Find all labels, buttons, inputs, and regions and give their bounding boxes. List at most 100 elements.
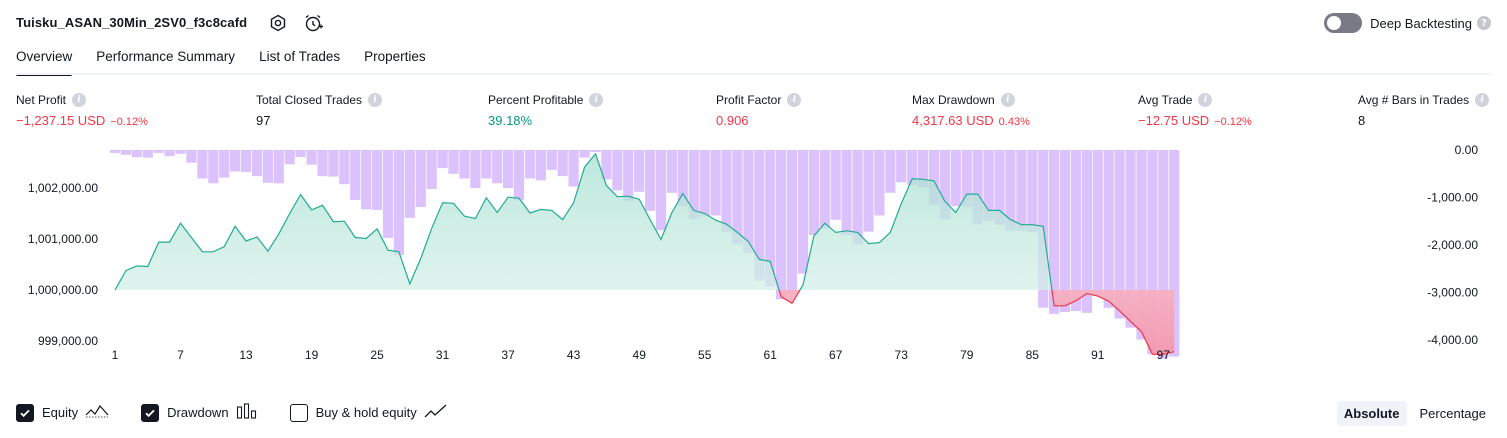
info-icon[interactable]: i	[1198, 93, 1213, 107]
report-tabs: Overview Performance Summary List of Tra…	[16, 46, 450, 76]
trade-tick-label: 79	[960, 348, 974, 362]
drawdown-bar	[579, 150, 590, 158]
trade-tick-label: 19	[305, 348, 319, 362]
checkbox-checked-icon[interactable]	[16, 403, 34, 422]
drawdown-bar	[841, 150, 852, 235]
drawdown-bar	[1103, 150, 1114, 308]
drawdown-bar	[251, 150, 263, 177]
equity-tick-label: 1,000,000.00	[28, 283, 98, 297]
stat-label: Total Closed Trades	[256, 93, 363, 107]
trend-line-icon	[424, 403, 448, 422]
info-icon[interactable]: i	[1475, 93, 1490, 107]
drawdown-bar	[382, 150, 394, 238]
drawdown-bar	[524, 150, 536, 179]
trade-tick-label: 13	[239, 348, 253, 362]
drawdown-bar	[470, 150, 481, 188]
info-icon[interactable]: i	[787, 93, 802, 107]
stat-net-profit: Net Profit i −1,237.15 USD −0.12%	[16, 93, 148, 128]
stat-percent: 0.43%	[998, 116, 1030, 128]
drawdown-bar	[513, 150, 525, 201]
equity-loss-area	[115, 290, 1175, 355]
stat-value: −12.75 USD	[1138, 113, 1210, 128]
tab-list-of-trades[interactable]: List of Trades	[259, 49, 341, 64]
stat-percent: −0.12%	[110, 116, 148, 128]
trade-tick-label: 85	[1026, 348, 1040, 362]
drawdown-bar	[361, 150, 372, 210]
drawdown-bar	[481, 150, 492, 179]
tab-overview[interactable]: Overview	[16, 46, 73, 76]
toggle-knob	[1327, 16, 1342, 30]
equity-axis: 1,002,000.00 1,001,000.00 1,000,000.00 999,…	[28, 181, 98, 348]
stat-label: Avg # Bars in Trades	[1358, 93, 1470, 107]
drawdown-bar	[557, 150, 568, 177]
drawdown-bar	[186, 150, 197, 163]
drawdown-bar	[240, 150, 252, 172]
deep-backtesting-toggle[interactable]	[1324, 13, 1363, 33]
help-icon[interactable]: ?	[1477, 16, 1491, 30]
drawdown-bar	[590, 150, 601, 152]
checkbox-checked-icon[interactable]	[141, 403, 160, 422]
drawdown-axis: 0.00 -1,000.00 -2,000.00 -3,000.00 -4,000.00	[1427, 143, 1478, 347]
drawdown-bar	[819, 150, 830, 229]
equity-tick-label: 1,001,000.00	[28, 232, 98, 246]
equity-drawdown-chart[interactable]: 1,002,000.00 1,001,000.00 1,000,000.00 999,…	[0, 140, 1507, 372]
tab-properties[interactable]: Properties	[364, 49, 426, 64]
drawdown-bar	[284, 150, 295, 165]
legend-buy-hold-equity[interactable]: Buy & hold equity	[289, 403, 448, 422]
drawdown-bar	[1136, 150, 1147, 340]
absolute-button[interactable]: Absolute	[1336, 401, 1407, 426]
drawdown-bar	[404, 150, 415, 218]
drawdown-bar	[699, 150, 710, 217]
info-icon[interactable]: i	[1000, 93, 1015, 107]
trade-tick-label: 49	[633, 348, 647, 362]
drawdown-bar	[568, 150, 579, 187]
drawdown-bar	[262, 150, 273, 183]
drawdown-bar	[808, 150, 819, 235]
drawdown-bar	[350, 150, 361, 200]
drawdown-bar	[328, 150, 339, 177]
stat-value: 0.906	[716, 113, 749, 128]
drawdown-bar	[1059, 150, 1071, 312]
stat-label: Profit Factor	[716, 93, 782, 107]
info-icon[interactable]: i	[589, 93, 604, 107]
drawdown-bar	[1049, 150, 1060, 314]
drawdown-bar	[1027, 150, 1038, 233]
drawdown-bar	[317, 150, 328, 177]
drawdown-bar	[448, 150, 459, 174]
drawdown-bar	[503, 150, 514, 188]
drawdown-bar	[961, 150, 972, 207]
equity-tick-label: 1,002,000.00	[28, 181, 98, 195]
legend-drawdown[interactable]: Drawdown	[141, 403, 257, 422]
drawdown-bar	[786, 150, 798, 295]
drawdown-bar	[972, 150, 983, 225]
drawdown-bar	[426, 150, 437, 189]
stat-percent: −0.12%	[1214, 116, 1252, 128]
settings-icon[interactable]	[267, 12, 289, 34]
tab-performance-summary[interactable]: Performance Summary	[96, 49, 236, 64]
stat-value: 39.18%	[488, 113, 533, 128]
legend-equity[interactable]: Equity	[16, 403, 109, 422]
percentage-button[interactable]: Percentage	[1419, 406, 1487, 421]
drawdown-bar	[295, 150, 306, 158]
drawdown-bar	[459, 150, 470, 179]
trade-tick-label: 97	[1157, 348, 1171, 362]
trade-number-axis: 1 7 13 19 25 31 37 43 49 55 61 67 73 79 85 91 97	[112, 348, 1171, 362]
drawdown-bar	[710, 150, 721, 216]
stat-profit-factor: Profit Factor i 0.906	[716, 93, 802, 128]
alarm-clock-icon[interactable]	[302, 12, 324, 34]
drawdown-bar	[754, 150, 765, 281]
bars-icon	[236, 403, 258, 422]
scale-toggle: Absolute Percentage	[1331, 401, 1493, 426]
info-icon[interactable]: i	[72, 93, 87, 107]
drawdown-bar	[164, 150, 175, 157]
equity-profit-area	[115, 153, 1175, 290]
trade-tick-label: 43	[567, 348, 581, 362]
trade-tick-label: 1	[112, 348, 119, 362]
drawdown-bar	[306, 150, 317, 165]
checkbox-unchecked-icon[interactable]	[289, 403, 308, 422]
trade-tick-label: 55	[698, 348, 712, 362]
stat-label: Avg Trade	[1138, 93, 1193, 107]
stat-value: 97	[256, 113, 271, 128]
drawdown-bars	[109, 150, 1180, 359]
info-icon[interactable]: i	[368, 93, 383, 107]
